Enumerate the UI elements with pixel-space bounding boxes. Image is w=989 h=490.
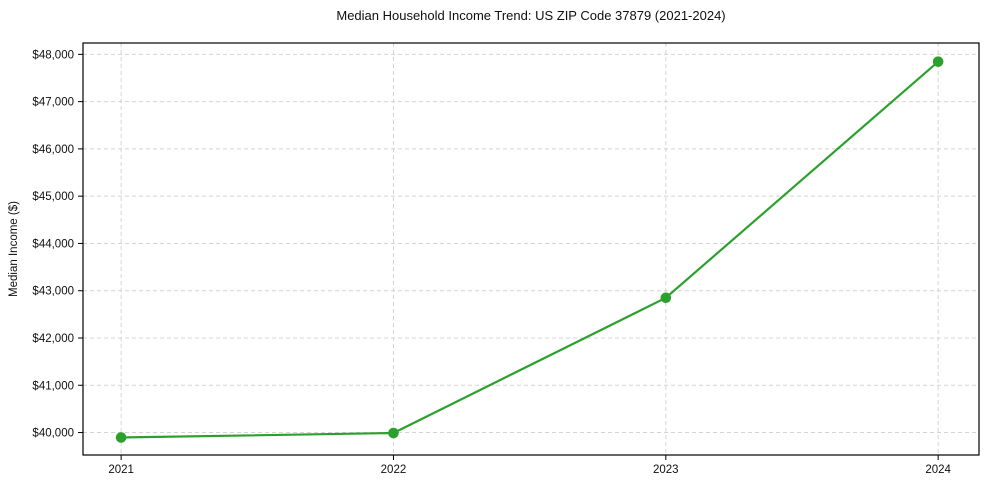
x-tick-label: 2023	[653, 464, 679, 476]
data-point-marker	[932, 56, 944, 67]
x-tick-label: 2024	[925, 464, 951, 476]
data-point-marker	[115, 432, 127, 443]
y-tick-label: $47,000	[32, 97, 74, 109]
y-tick-label: $40,000	[32, 428, 74, 440]
y-tick-label: $42,000	[32, 333, 74, 345]
y-tick-label: $43,000	[32, 286, 74, 298]
y-tick-label: $46,000	[32, 144, 74, 156]
y-tick-label: $45,000	[32, 191, 74, 203]
y-tick-label: $41,000	[32, 380, 74, 392]
x-tick-label: 2022	[381, 464, 407, 476]
y-tick-label: $48,000	[32, 49, 74, 61]
income-trend-line	[120, 60, 940, 439]
y-tick-label: $44,000	[32, 238, 74, 250]
chart-title: Median Household Income Trend: US ZIP Co…	[336, 8, 726, 23]
data-point-marker	[660, 292, 672, 304]
x-tick-label: 2021	[108, 464, 134, 476]
data-point-marker	[388, 427, 399, 439]
plot-frame	[82, 42, 980, 456]
